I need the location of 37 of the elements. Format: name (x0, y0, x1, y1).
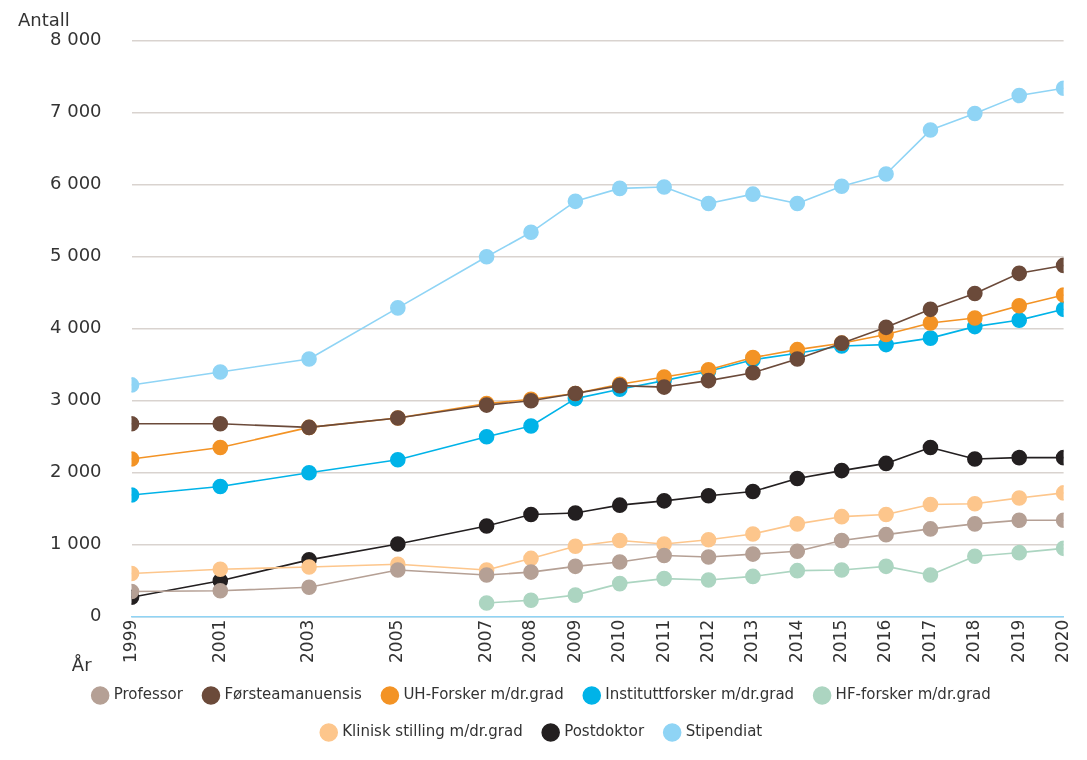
x-tick-label: 2016 (874, 619, 895, 663)
x-tick-label: 2012 (696, 619, 717, 663)
x-tick-label: 2018 (963, 619, 984, 663)
legend-label: HF-forsker m/dr.grad (835, 685, 991, 704)
x-tick-label: 2007 (475, 619, 496, 663)
x-axis-title: År (71, 653, 93, 675)
x-tick-label: 2008 (519, 619, 540, 663)
y-axis-title: Antall (18, 9, 70, 30)
y-tick-label: 0 (90, 604, 102, 626)
x-tick-label: 2020 (1052, 619, 1073, 663)
x-tick-label: 2005 (386, 619, 407, 663)
y-tick-label: 1 000 (50, 532, 102, 554)
y-tick-label: 6 000 (50, 172, 102, 194)
legend-label: Instituttforsker m/dr.grad (605, 685, 795, 704)
legend-label: Postdoktor (564, 722, 645, 741)
legend-label: UH-Forsker m/dr.grad (403, 685, 564, 704)
x-tick-label: 2009 (563, 619, 584, 663)
x-tick-label: 2014 (785, 619, 806, 663)
x-tick-label: 2013 (741, 619, 762, 663)
legend-label: Klinisk stilling m/dr.grad (342, 722, 523, 741)
y-tick-label: 4 000 (50, 316, 102, 338)
y-tick-label: 3 000 (50, 388, 102, 410)
x-tick-label: 2010 (608, 619, 629, 663)
y-tick-label: 8 000 (50, 28, 102, 50)
x-tick-label: 2011 (652, 619, 673, 663)
x-tick-label: 2017 (918, 619, 939, 663)
legend-label: Stipendiat (685, 722, 763, 741)
legend-label: Førsteamanuensis (224, 685, 363, 704)
legend-label: Professor (113, 685, 184, 704)
x-tick-label: 1999 (119, 619, 140, 663)
x-tick-label: 2001 (208, 619, 229, 663)
y-tick-label: 5 000 (50, 244, 102, 266)
x-tick-label: 2019 (1007, 619, 1028, 663)
x-tick-label: 2015 (830, 619, 851, 663)
x-tick-label: 2003 (297, 619, 318, 663)
y-tick-label: 2 000 (50, 460, 102, 482)
y-tick-label: 7 000 (50, 100, 102, 122)
